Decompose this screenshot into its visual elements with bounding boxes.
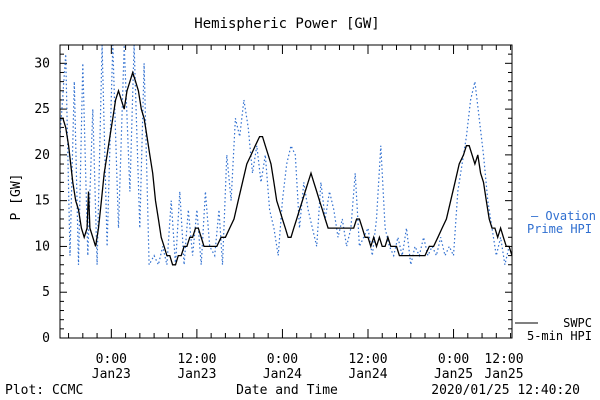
x-axis-label: Date and Time <box>236 383 338 398</box>
x-tick-time-label: 12:00 <box>484 352 523 367</box>
x-tick-day-label: Jan25 <box>434 367 473 382</box>
x-tick-time-label: 0:00 <box>267 352 298 367</box>
y-axis-label: P [GW] <box>9 174 24 221</box>
y-tick-label: 10 <box>34 239 50 254</box>
x-tick-layer: 0:00Jan2312:00Jan230:00Jan2412:00Jan240:… <box>68 45 524 382</box>
series-line-swpc-5min-hpi <box>60 70 512 266</box>
plot-frame <box>59 44 513 339</box>
series-layer <box>60 45 512 268</box>
plot-credit: Plot: CCMC <box>5 383 83 398</box>
legend-swpc: SWPC 5-min HPI <box>515 316 592 343</box>
legend-ovation-line1: — Ovation <box>531 209 596 223</box>
legend-swpc-line2: 5-min HPI <box>527 329 592 343</box>
y-tick-label: 25 <box>34 102 50 117</box>
x-tick-day-label: Jan23 <box>92 367 131 382</box>
chart-title: Hemispheric Power [GW] <box>194 16 379 32</box>
x-tick-day-label: Jan24 <box>263 367 302 382</box>
legend-ovation-line2: Prime HPI <box>527 222 592 236</box>
x-tick-time-label: 0:00 <box>96 352 127 367</box>
y-tick-label: 30 <box>34 56 50 71</box>
y-tick-label: 15 <box>34 194 50 209</box>
x-tick-time-label: 0:00 <box>438 352 469 367</box>
x-tick-day-label: Jan23 <box>177 367 216 382</box>
y-tick-label: 20 <box>34 148 50 163</box>
y-tick-layer: 0 5 10 15 20 25 30 <box>34 44 512 346</box>
y-tick-label: 0 <box>42 331 50 346</box>
x-tick-time-label: 12:00 <box>177 352 216 367</box>
x-tick-time-label: 12:00 <box>348 352 387 367</box>
legend-ovation: — Ovation Prime HPI <box>527 209 596 236</box>
series-line-ovation-prime-hpi <box>60 45 510 268</box>
legend-swpc-line1: SWPC <box>563 316 592 330</box>
x-tick-day-label: Jan24 <box>348 367 387 382</box>
x-tick-day-label: Jan25 <box>484 367 523 382</box>
timestamp: 2020/01/25 12:40:20 <box>431 383 580 398</box>
y-tick-label: 5 <box>42 285 50 300</box>
